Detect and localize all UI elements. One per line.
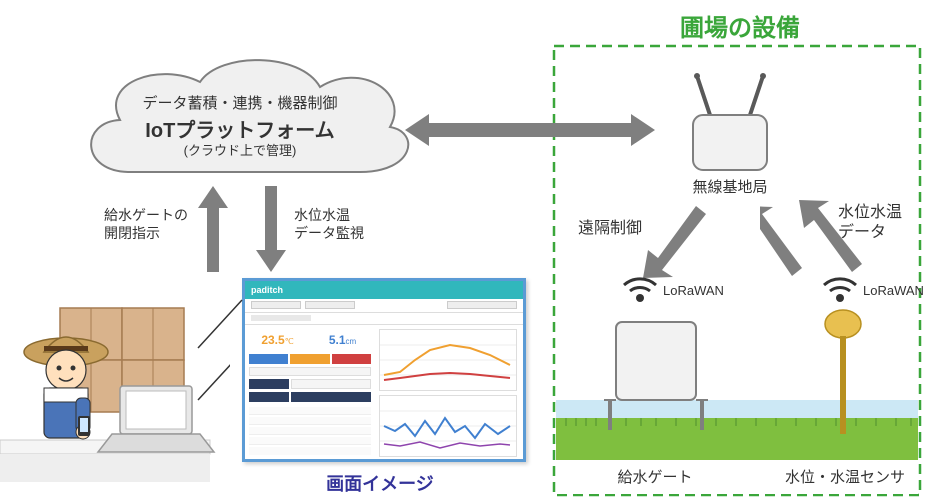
arrow-cloud-basestation xyxy=(405,110,655,150)
field-title: 圃場の設備 xyxy=(560,8,920,43)
base-station-label: 無線基地局 xyxy=(660,176,800,197)
connector-line xyxy=(196,298,266,378)
screen-label: 画面イメージ xyxy=(280,470,480,496)
dashboard-chart-bottom xyxy=(379,395,517,457)
wifi-icon-sensor xyxy=(820,271,860,305)
dashboard-brand: paditch xyxy=(251,285,283,295)
dashboard-chart-top xyxy=(379,329,517,391)
dashboard-toolbar xyxy=(245,299,523,313)
dashboard-subbar xyxy=(245,313,523,325)
cloud-line3: (クラウド上で管理) xyxy=(105,140,375,159)
arrow-monitoring xyxy=(254,186,288,272)
sensor-icon xyxy=(818,306,868,436)
monitoring-label: 水位水温 データ監視 xyxy=(294,206,364,242)
gate-instruction-label: 給水ゲートの 開閉指示 xyxy=(104,206,188,242)
sensor-label: 水位・水温センサ xyxy=(770,466,920,487)
wifi-icon-gate xyxy=(620,271,660,305)
dashboard-screen: paditch 23.5℃ 5.1cm xyxy=(242,278,526,462)
cloud-line1: データ蓄積・連携・機器制御 xyxy=(105,92,375,113)
arrow-gate-instruction xyxy=(196,186,230,272)
dash-metric2: 5.1 xyxy=(329,333,346,347)
lorawan-label-sensor: LoRaWAN xyxy=(863,283,924,298)
arrow-remote-control xyxy=(618,200,718,280)
water-data-label: 水位水温 データ xyxy=(838,203,902,243)
dashboard-header: paditch xyxy=(245,281,523,299)
lorawan-label-gate: LoRaWAN xyxy=(663,283,724,298)
dashboard-charts xyxy=(375,325,523,463)
remote-control-label: 遠隔制御 xyxy=(578,214,642,238)
base-station-icon xyxy=(675,70,785,175)
water-gate-icon xyxy=(596,312,716,432)
water-gate-label: 給水ゲート xyxy=(590,466,720,487)
cloud-line2: IoTプラットフォーム xyxy=(105,114,375,143)
